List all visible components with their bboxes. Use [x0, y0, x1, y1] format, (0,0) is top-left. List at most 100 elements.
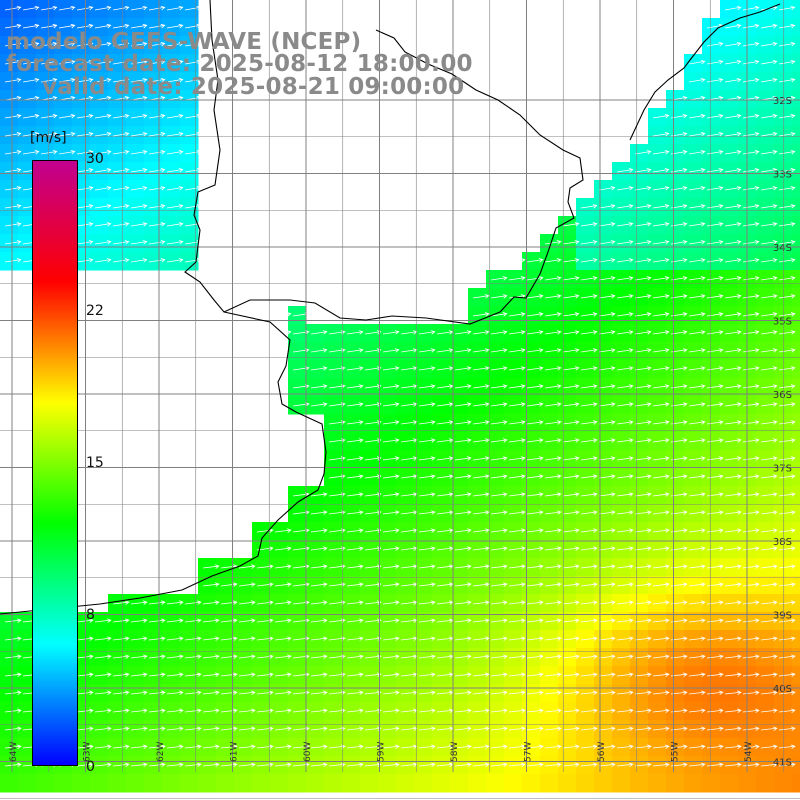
wind-arrow: [688, 366, 706, 371]
wind-arrow: [400, 420, 418, 425]
wind-arrow: [472, 528, 490, 533]
wind-arrow: [130, 672, 148, 677]
wind-arrow: [580, 474, 598, 479]
wind-arrow: [562, 384, 580, 389]
wind-arrow: [76, 77, 94, 83]
wind-arrow: [490, 618, 508, 623]
wind-arrow: [778, 222, 796, 227]
wind-arrow: [166, 726, 184, 732]
wind-arrow: [706, 618, 724, 623]
wind-arrow: [364, 528, 382, 533]
wind-arrow: [652, 222, 670, 227]
wind-arrow: [400, 474, 418, 479]
wind-arrow: [598, 510, 616, 515]
wind-arrow: [454, 600, 472, 605]
wind-arrow: [130, 23, 148, 29]
wind-arrow: [616, 276, 634, 281]
wind-arrow: [346, 636, 364, 641]
wind-arrow: [742, 564, 760, 569]
wind-arrow: [778, 41, 796, 47]
wind-arrow: [526, 564, 544, 569]
wind-arrow: [4, 41, 22, 47]
wind-arrow: [346, 402, 364, 407]
wind-arrow: [778, 132, 796, 137]
wind-arrow: [688, 492, 706, 497]
wind-arrow: [202, 600, 220, 605]
wind-arrow: [184, 168, 202, 173]
wind-arrow: [274, 672, 292, 677]
wind-arrow: [130, 150, 148, 155]
wind-arrow: [544, 744, 562, 750]
wind-cell: [720, 774, 739, 793]
wind-arrow: [202, 636, 220, 641]
wind-arrow: [562, 240, 580, 245]
wind-arrow: [418, 762, 436, 768]
wind-arrow: [562, 528, 580, 533]
wind-arrow: [490, 564, 508, 569]
wind-arrow: [346, 564, 364, 569]
wind-arrow: [598, 690, 616, 695]
wind-arrow: [94, 150, 112, 155]
wind-arrow: [616, 438, 634, 443]
wind-arrow: [508, 474, 526, 479]
wind-arrow: [94, 186, 112, 191]
wind-cell: [792, 18, 800, 37]
wind-arrow: [202, 744, 220, 750]
wind-arrow: [778, 114, 796, 119]
wind-arrow: [166, 762, 184, 768]
wind-arrow: [490, 582, 508, 587]
wind-arrow: [580, 240, 598, 245]
wind-cell: [378, 774, 397, 793]
wind-arrow: [382, 510, 400, 515]
wind-arrow: [454, 456, 472, 461]
wind-arrow: [598, 348, 616, 353]
wind-arrow: [580, 582, 598, 587]
wind-arrow: [778, 744, 796, 750]
wind-arrow: [742, 114, 760, 119]
wind-arrow: [76, 690, 94, 695]
wind-arrow: [130, 726, 148, 732]
wind-arrow: [706, 276, 724, 281]
wind-arrow: [580, 258, 598, 263]
wind-arrow: [544, 672, 562, 677]
wind-arrow: [58, 59, 76, 65]
wind-arrow: [382, 582, 400, 587]
wind-arrow: [400, 636, 418, 641]
wind-arrow: [706, 77, 724, 83]
wind-arrow: [346, 690, 364, 695]
wind-arrow: [184, 41, 202, 47]
wind-arrow: [778, 618, 796, 623]
wind-arrow: [544, 510, 562, 515]
wind-arrow: [688, 654, 706, 659]
wind-arrow: [274, 762, 292, 768]
wind-arrow: [760, 762, 778, 768]
wind-arrow: [508, 330, 526, 335]
wind-arrow: [238, 726, 256, 732]
wind-arrow: [364, 510, 382, 515]
wind-arrow: [94, 762, 112, 768]
wind-arrow: [742, 222, 760, 227]
wind-arrow: [742, 528, 760, 533]
wind-arrow: [724, 186, 742, 191]
wind-cell: [486, 774, 505, 793]
wind-arrow: [778, 474, 796, 479]
wind-cell: [144, 774, 163, 793]
wind-arrow: [544, 330, 562, 335]
wind-arrow: [616, 762, 634, 768]
wind-cell: [792, 72, 800, 91]
wind-arrow: [472, 564, 490, 569]
wind-arrow: [112, 114, 130, 119]
wind-arrow: [382, 438, 400, 443]
wind-arrow: [418, 366, 436, 371]
wind-arrow: [778, 456, 796, 461]
lat-label: 40S: [773, 684, 792, 695]
wind-arrow: [688, 456, 706, 461]
wind-arrow: [562, 312, 580, 317]
wind-arrow: [94, 132, 112, 137]
lat-label: 39S: [773, 611, 792, 622]
wind-arrow: [778, 546, 796, 551]
wind-arrow: [418, 546, 436, 551]
wind-arrow: [526, 438, 544, 443]
wind-arrow: [562, 708, 580, 714]
